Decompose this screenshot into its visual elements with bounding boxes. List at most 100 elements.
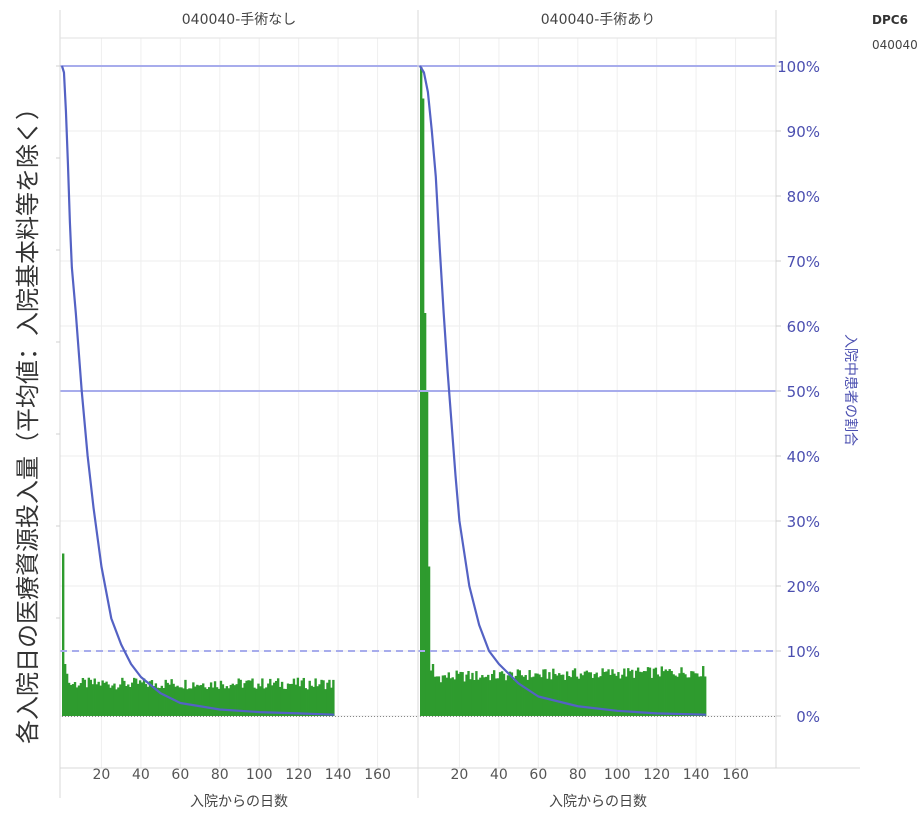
bar (692, 671, 695, 716)
bar (611, 669, 614, 716)
bar (298, 686, 302, 716)
bar (75, 687, 79, 716)
bar (227, 688, 231, 716)
bar (158, 688, 162, 716)
bar (182, 688, 185, 716)
bar (546, 678, 549, 716)
bar (217, 688, 221, 716)
bar (125, 686, 128, 716)
bar (261, 678, 264, 716)
bar (459, 671, 462, 716)
bar (500, 671, 504, 716)
bar (538, 674, 541, 716)
bar (609, 674, 612, 716)
bar (131, 682, 134, 716)
x-axis-label-2: 入院からの日数 (549, 794, 647, 810)
panel-title-1: 040040-手術なし (182, 12, 297, 28)
bar (308, 680, 311, 716)
y2-tick-label: 80% (787, 188, 820, 206)
bar (121, 677, 124, 716)
bar (650, 677, 654, 716)
bar (435, 676, 439, 716)
bar (138, 680, 142, 716)
bar (221, 684, 225, 716)
bar (489, 680, 492, 716)
bar (431, 664, 435, 716)
bar (119, 684, 122, 716)
bar (190, 688, 193, 716)
bar (607, 669, 610, 716)
bar (271, 685, 274, 716)
bar (213, 681, 217, 716)
bar (87, 677, 91, 716)
bar (461, 672, 464, 716)
bar (233, 685, 236, 716)
bar (700, 676, 703, 716)
bar (702, 666, 705, 716)
bar (322, 680, 325, 716)
bar (296, 677, 300, 716)
bar (636, 667, 640, 716)
bar (421, 98, 425, 716)
bar (473, 679, 476, 716)
bar (595, 672, 598, 716)
bar (524, 675, 527, 716)
bar (554, 673, 557, 716)
bar (127, 684, 130, 716)
bar (144, 684, 148, 716)
bar (253, 687, 256, 716)
bar (330, 687, 333, 716)
bar (672, 674, 675, 716)
bar (573, 668, 577, 716)
bar (156, 687, 160, 716)
bar (290, 683, 294, 716)
bar (133, 677, 136, 716)
bar (95, 684, 98, 716)
y2-tick-label: 50% (787, 383, 820, 401)
bar (599, 676, 602, 716)
bar (569, 677, 573, 716)
bar (152, 686, 156, 716)
bar (162, 687, 165, 716)
bar (625, 676, 628, 716)
x-tick-label: 140 (325, 767, 352, 783)
survival-curve (419, 65, 706, 716)
bar (577, 678, 581, 716)
x-tick-label: 80 (211, 767, 229, 783)
bar (660, 666, 663, 716)
bar (597, 677, 600, 716)
y2-tick-label: 30% (787, 513, 820, 531)
bar (642, 671, 646, 716)
y2-tick-label: 20% (787, 578, 820, 596)
bar (558, 673, 561, 716)
bar (542, 669, 545, 716)
bar (640, 672, 644, 716)
bar (225, 686, 229, 716)
bar (223, 688, 227, 716)
bar (109, 687, 112, 716)
bar (560, 674, 563, 716)
bar (644, 671, 648, 716)
bar (656, 674, 660, 716)
bar (93, 678, 96, 716)
bar (186, 689, 189, 716)
bar (111, 685, 114, 716)
bar (696, 673, 699, 716)
bar (310, 685, 313, 716)
bar (664, 669, 667, 716)
bar (255, 688, 258, 716)
x-tick-label: 60 (171, 767, 189, 783)
bar (678, 673, 681, 716)
bar (136, 683, 140, 716)
bar (634, 670, 638, 716)
bar (306, 689, 309, 716)
line-series (60, 65, 706, 716)
y2-tick-label: 0% (796, 708, 820, 726)
bar (475, 671, 478, 716)
bar (314, 678, 317, 716)
bar (294, 684, 298, 716)
bar (648, 667, 652, 716)
bar (565, 671, 569, 716)
bar (617, 672, 620, 716)
bar (267, 683, 270, 716)
